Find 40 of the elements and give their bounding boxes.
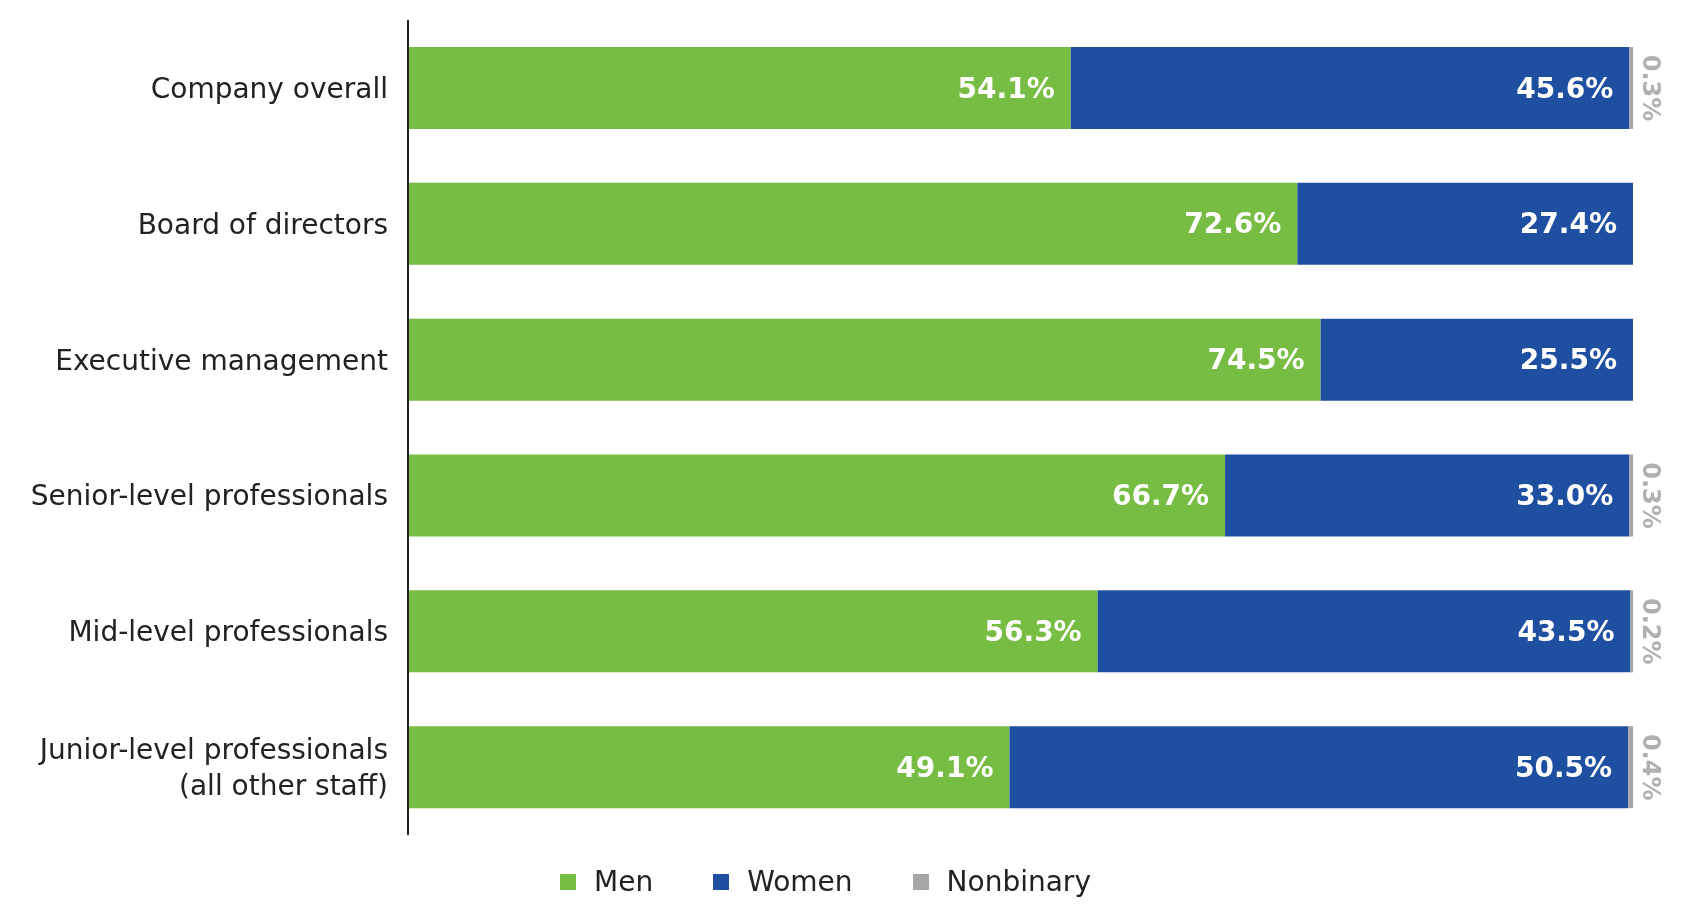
bar (1070, 47, 1630, 129)
bar (1097, 590, 1631, 673)
y-tick-label: Executive management (55, 343, 389, 377)
bar (408, 726, 1010, 809)
y-tick-label: Board of directors (137, 207, 388, 241)
bar (1225, 454, 1630, 537)
data-label: 50.5% (1514, 750, 1613, 784)
y-tick-label: Mid-level professionals (68, 614, 388, 648)
data-label: 54.1% (957, 71, 1055, 105)
data-label: 74.5% (1207, 343, 1305, 377)
legend-label: Nonbinary (945, 865, 1091, 898)
data-label: 27.4% (1519, 207, 1617, 241)
y-tick-label: Company overall (150, 71, 388, 105)
bar (1629, 47, 1633, 129)
data-label: 49.1% (896, 750, 994, 784)
bar (408, 590, 1098, 673)
data-label: 0.4% (1637, 733, 1665, 801)
bar (408, 454, 1226, 537)
bar (408, 47, 1071, 129)
data-label: 45.6% (1516, 71, 1614, 105)
bar (408, 318, 1321, 401)
data-label: 56.3% (984, 614, 1082, 648)
data-label: 33.0% (1516, 479, 1614, 512)
bar (1629, 454, 1633, 537)
data-label: 0.2% (1637, 598, 1665, 665)
legend-label: Men (593, 865, 654, 898)
data-label: 72.6% (1184, 207, 1282, 241)
data-label: 25.5% (1519, 343, 1617, 377)
bar (1297, 182, 1633, 265)
bar (1320, 318, 1633, 401)
data-label: 0.3% (1637, 54, 1665, 122)
bar (408, 182, 1298, 265)
y-tick-label: Junior-level professionals (all other staff) (37, 732, 388, 802)
data-label: 66.7% (1111, 479, 1210, 512)
data-label: 43.5% (1517, 614, 1615, 648)
legend-label: Women (746, 865, 853, 898)
bar (1628, 726, 1633, 809)
bar (1009, 726, 1629, 809)
y-tick-label: Senior-level professionals (30, 478, 388, 512)
data-label: 0.3% (1637, 462, 1665, 529)
